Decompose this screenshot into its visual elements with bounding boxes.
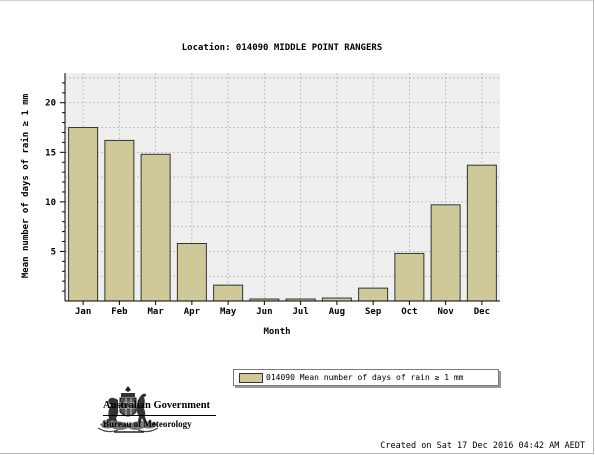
gov-name: Australian Government [103, 400, 211, 411]
bar-jan [68, 127, 99, 302]
y-tick-label: 15 [45, 148, 56, 158]
legend-swatch [239, 372, 263, 383]
x-tick-label: Mar [147, 307, 164, 317]
bar-mar [140, 153, 171, 302]
bars [68, 127, 497, 302]
x-tick-label: May [220, 307, 237, 317]
y-tick-label: 20 [45, 99, 56, 109]
chart-title: Location: 014090 MIDDLE POINT RANGERS [182, 42, 382, 53]
agency-name: Bureau of Meteorology [103, 419, 192, 429]
x-tick-label: Feb [111, 307, 128, 317]
x-tick-label: Aug [329, 307, 345, 317]
x-tick-label: Oct [401, 307, 417, 317]
x-tick-label: Jan [75, 307, 91, 317]
x-axis-label: Month [263, 327, 290, 337]
bar-oct [394, 252, 425, 302]
bar-apr [176, 243, 207, 302]
coat-of-arms-icon [97, 386, 159, 433]
x-tick-label: Apr [184, 307, 201, 317]
legend-label: 014090 Mean number of days of rain ≥ 1 m… [266, 373, 464, 382]
x-tick-label: Nov [437, 307, 454, 317]
bar-dec [466, 164, 497, 302]
y-tick-label: 10 [45, 198, 56, 208]
x-tick-label: Jul [292, 307, 308, 317]
x-tick-label: Jun [256, 307, 272, 317]
x-tick-label: Sep [365, 307, 382, 317]
y-tick-label: 5 [51, 247, 56, 257]
bar-nov [430, 204, 461, 302]
bar-sep [358, 287, 389, 302]
legend: 014090 Mean number of days of rain ≥ 1 m… [233, 369, 499, 386]
x-tick-label: Dec [474, 307, 490, 317]
y-axis-label: Mean number of days of rain ≥ 1 mm [20, 93, 31, 278]
brand-divider [103, 415, 216, 416]
bar-may [213, 284, 244, 302]
axes: 5 10 15 20 Jan Feb Mar Apr May Jun Jul Aug Sep Oct Nov… [45, 73, 500, 317]
created-timestamp: Created on Sat 17 Dec 2016 04:42 AM AEDT [380, 441, 585, 451]
plot-area [65, 73, 500, 301]
bar-feb [104, 139, 135, 302]
